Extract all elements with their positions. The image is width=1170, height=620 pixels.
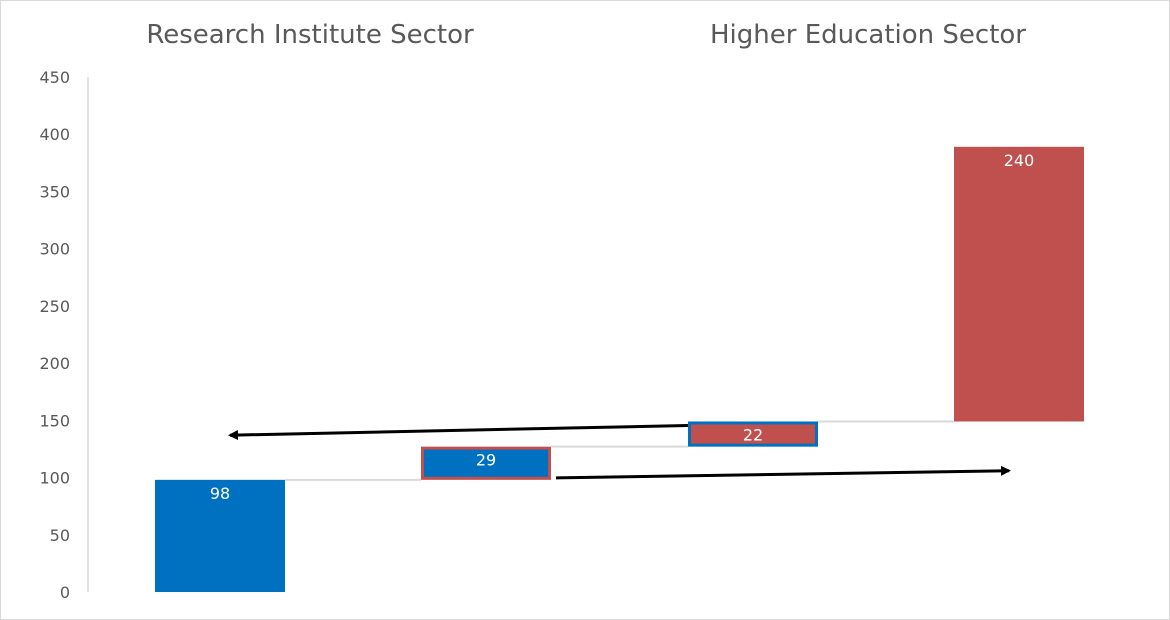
bar-data-label: 240: [1004, 151, 1035, 170]
y-tick-label: 50: [50, 526, 70, 545]
y-tick-label: 400: [39, 125, 70, 144]
y-axis: 0 50 100 150 200 250 300 350 400 450: [39, 68, 89, 602]
bar-data-label: 22: [743, 425, 763, 444]
bar-data-label: 29: [476, 451, 496, 470]
y-tick-label: 100: [39, 469, 70, 488]
section-title-research-institute: Research Institute Sector: [146, 20, 474, 50]
connector-lines: [285, 420, 954, 481]
waterfall-bar: [155, 479, 285, 592]
y-tick-label: 0: [60, 583, 70, 602]
waterfall-bar: [421, 446, 551, 480]
y-tick-label: 250: [39, 297, 70, 316]
y-tick-label: 200: [39, 354, 70, 373]
waterfall-bar: [688, 421, 818, 447]
waterfall-bar: [954, 146, 1084, 422]
y-tick-label: 450: [39, 68, 70, 87]
bars: 98 29 22 240: [155, 146, 1084, 592]
arrows: [228, 423, 1011, 480]
y-tick-label: 150: [39, 411, 70, 430]
y-tick-label: 300: [39, 240, 70, 259]
arrow-to-higher-education: [555, 465, 1011, 480]
arrow-to-research-institute: [228, 423, 689, 441]
y-tick-label: 350: [39, 182, 70, 201]
bar-data-label: 98: [210, 484, 230, 503]
section-title-higher-education: Higher Education Sector: [710, 20, 1026, 50]
